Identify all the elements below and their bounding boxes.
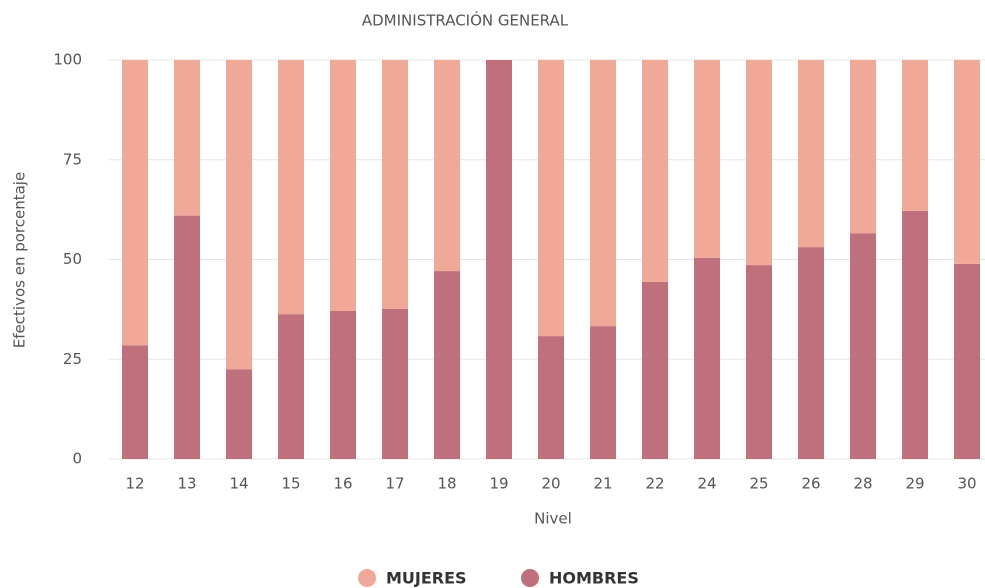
bar-segment (122, 345, 148, 459)
x-tick-label: 22 (645, 475, 664, 493)
x-tick-label: 21 (593, 475, 612, 493)
legend-marker (358, 569, 376, 587)
x-tick-label: 28 (853, 475, 872, 493)
y-tick-label: 50 (63, 250, 82, 268)
bar-segment (902, 210, 928, 459)
bar-segment (486, 60, 512, 459)
legend-label: MUJERES (386, 569, 467, 588)
y-tick-label: 100 (53, 51, 82, 69)
x-tick-label: 30 (957, 475, 976, 493)
bar-segment (798, 247, 824, 459)
bar-segment (382, 60, 408, 309)
x-tick-label: 25 (749, 475, 768, 493)
bar-segment (538, 60, 564, 337)
bar-segment (590, 60, 616, 327)
bar-segment (902, 60, 928, 211)
bar-segment (122, 60, 148, 346)
x-tick-label: 20 (541, 475, 560, 493)
x-tick-label: 17 (385, 475, 404, 493)
chart-title: ADMINISTRACIÓN GENERAL (362, 11, 569, 30)
bar-segment (434, 60, 460, 272)
bar-segment (954, 263, 980, 459)
bar-segment (642, 281, 668, 459)
bar-segment (174, 60, 200, 216)
bar-segment (278, 60, 304, 315)
bar-segment (850, 60, 876, 234)
x-tick-label: 15 (281, 475, 300, 493)
bar-segment (330, 60, 356, 311)
x-tick-label: 26 (801, 475, 820, 493)
bar-segment (538, 336, 564, 459)
bar-segment (330, 310, 356, 459)
y-tick-label: 0 (72, 450, 82, 468)
bar-segment (590, 326, 616, 459)
bar-segment (694, 60, 720, 258)
bar-segment (174, 215, 200, 459)
bar-segment (382, 308, 408, 459)
bar-segment (850, 233, 876, 459)
bar-segment (954, 60, 980, 264)
x-tick-label: 16 (333, 475, 352, 493)
bar-segment (278, 314, 304, 459)
bar-segment (746, 60, 772, 266)
x-tick-label: 13 (177, 475, 196, 493)
y-axis-label: Efectivos en porcentaje (11, 172, 29, 348)
legend-label: HOMBRES (549, 569, 639, 588)
bar-segment (226, 60, 252, 370)
bar-segment (434, 271, 460, 459)
y-tick-label: 25 (63, 350, 82, 368)
x-tick-label: 24 (697, 475, 716, 493)
legend-marker (521, 569, 539, 587)
x-tick-label: 18 (437, 475, 456, 493)
bar-segment (226, 369, 252, 459)
x-axis-label: Nivel (534, 510, 572, 528)
x-tick-label: 19 (489, 475, 508, 493)
bar-segment (798, 60, 824, 248)
x-tick-label: 12 (125, 475, 144, 493)
bar-segment (694, 257, 720, 459)
y-tick-label: 75 (63, 150, 82, 168)
x-tick-label: 14 (229, 475, 248, 493)
x-tick-label: 29 (905, 475, 924, 493)
bar-segment (746, 265, 772, 459)
bar-segment (642, 60, 668, 282)
